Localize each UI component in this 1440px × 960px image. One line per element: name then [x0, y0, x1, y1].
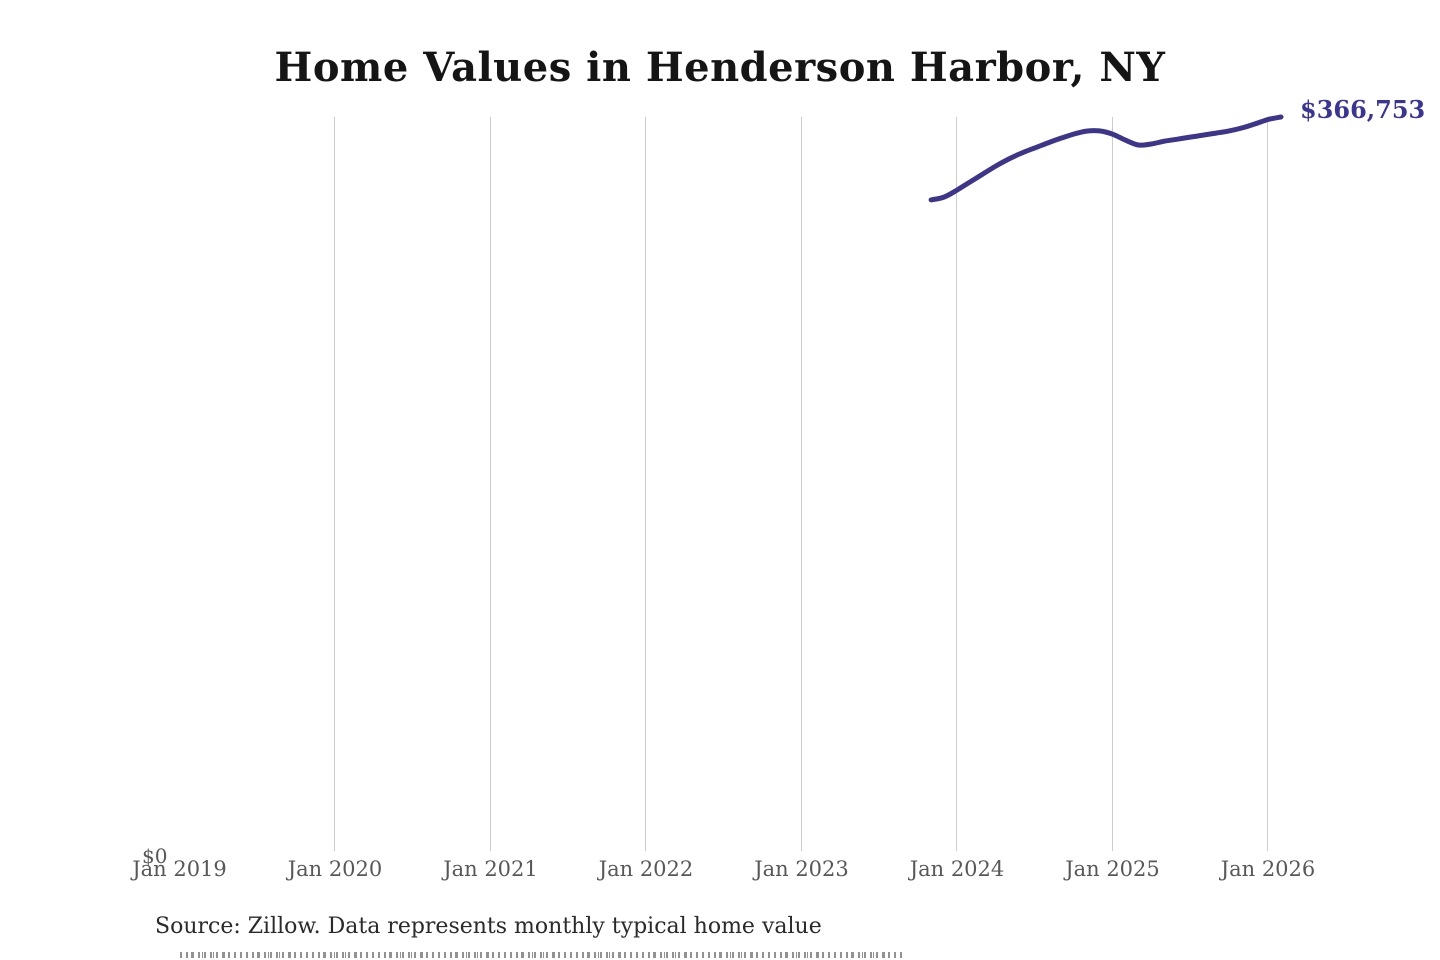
gridline-jan-2021 [489, 117, 491, 851]
gridline-jan-2020 [334, 117, 336, 851]
gridline-jan-2023 [800, 117, 802, 851]
gridline-jan-2025 [1111, 117, 1113, 851]
y-axis-zero-label: $0 [142, 844, 168, 868]
x-tick-label: Jan 2025 [1065, 857, 1160, 881]
x-tick-label: Jan 2024 [909, 857, 1005, 881]
x-tick-label: Jan 2021 [443, 857, 538, 881]
gridline-jan-2024 [956, 117, 958, 851]
x-tick-label: Jan 2026 [1220, 857, 1316, 881]
source-note: Source: Zillow. Data represents monthly … [155, 914, 822, 939]
x-tick-label: Jan 2022 [598, 857, 694, 881]
cutoff-text-fragment [180, 952, 906, 958]
x-tick-label: Jan 2023 [754, 857, 849, 881]
home-value-trend-line [928, 114, 1284, 203]
gridline-jan-2022 [645, 117, 647, 851]
x-tick-label: Jan 2019 [132, 857, 227, 881]
latest-value-label: $366,753 [1300, 95, 1426, 124]
chart-title: Home Values in Henderson Harbor, NY [274, 44, 1166, 91]
gridline-jan-2026 [1267, 117, 1269, 851]
x-tick-label: Jan 2020 [287, 857, 383, 881]
